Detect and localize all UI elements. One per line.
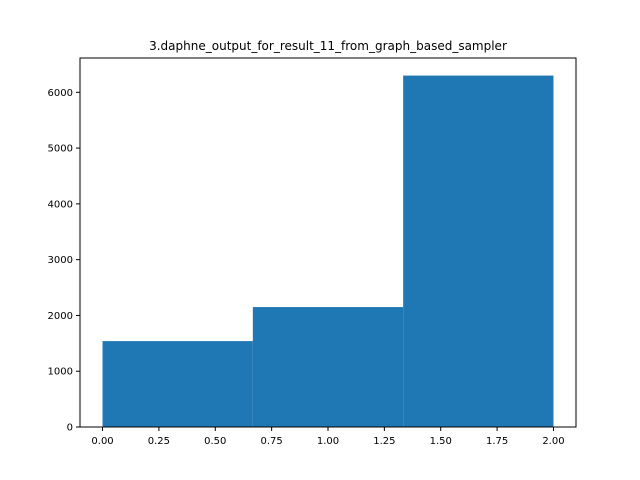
x-tick-label: 1.25 [373,436,395,447]
x-tick-label: 1.00 [317,436,339,447]
x-tick-label: 1.50 [430,436,452,447]
histogram-bar-0 [102,341,253,427]
x-tick-label: 0.50 [204,436,226,447]
chart-title: 3.daphne_output_for_result_11_from_graph… [149,39,507,53]
y-axis: 0 1000 2000 3000 4000 5000 6000 [48,88,80,434]
y-tick-label: 1000 [48,367,73,378]
y-tick-label: 2000 [48,311,73,322]
y-tick-label: 4000 [48,199,73,210]
y-tick-label: 0 [67,423,73,434]
y-tick-label: 3000 [48,255,73,266]
y-tick-label: 5000 [48,144,73,155]
histogram-bar-1 [252,307,404,427]
y-tick-label: 6000 [48,88,73,99]
x-tick-label: 1.75 [486,436,508,447]
x-tick-label: 0.75 [261,436,283,447]
histogram-bar-2 [403,75,554,428]
x-tick-label: 2.00 [542,436,564,447]
x-axis: 0.00 0.25 0.50 0.75 1.00 1.25 1.50 1.75 2.00 [91,427,565,447]
bars-group [102,75,554,428]
x-tick-label: 0.00 [91,436,113,447]
plot-frame [79,57,577,428]
x-tick-label: 0.25 [148,436,170,447]
